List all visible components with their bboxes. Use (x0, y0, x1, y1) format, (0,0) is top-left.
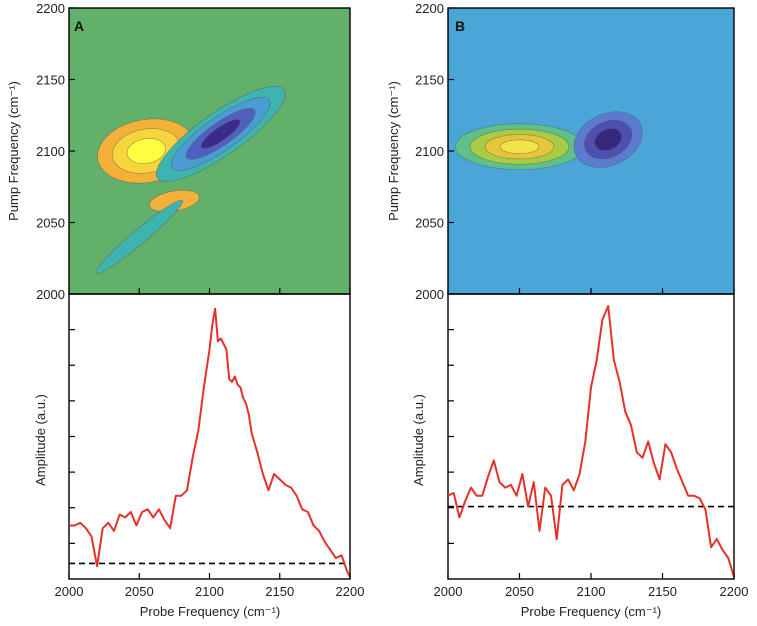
panel-letter-a: A (74, 18, 84, 34)
series-line-0 (447, 305, 735, 578)
series-line-0 (69, 307, 351, 578)
contour-level-negative-peak-1-3 (200, 119, 241, 149)
y-tick-label: 2100 (415, 144, 444, 159)
x-axis-title-b: Probe Frequency (cm⁻¹) (521, 604, 662, 619)
contour-level-negative-ridge-3-0 (95, 199, 183, 274)
x-tick-label: 2150 (648, 584, 677, 599)
contour-panel-b: B 2000 2050 2100 2150 2200 Pump Frequency (c… (386, 1, 735, 302)
x-tick-label: 2200 (336, 584, 365, 599)
x-tick-label: 2000 (55, 584, 84, 599)
y-tick-label: 2150 (415, 73, 444, 88)
contour-panel-a: A 2000 2050 2100 2150 2200 Pump Frequency (c… (6, 1, 351, 302)
x-tick-label: 2150 (265, 584, 294, 599)
x-tick-label: 2200 (720, 584, 749, 599)
x-tick-label: 2100 (577, 584, 606, 599)
y-tick-label: 2150 (36, 73, 65, 88)
y-axis-ticks-line-a (69, 329, 75, 544)
y-tick-label: 2200 (36, 1, 65, 16)
y-tick-label: 2050 (415, 216, 444, 231)
y-tick-label: 2100 (36, 144, 65, 159)
x-tick-label: 2000 (434, 584, 463, 599)
x-tick-label: 2050 (505, 584, 534, 599)
y-axis-ticks-a: 2000 2050 2100 2150 2200 (36, 1, 351, 302)
x-tick-label: 2100 (195, 584, 224, 599)
line-panel-a: 2000 2050 2100 2150 2200 Probe Frequency (cm… (33, 293, 365, 619)
y-axis-title-line-a: Amplitude (a.u.) (33, 394, 48, 486)
line-panel-b: 2000 2050 2100 2150 2200 Probe Frequency (cm… (411, 293, 749, 619)
x-axis-ticks-a: 2000 2050 2100 2150 2200 (55, 573, 365, 599)
contour-level-positive-peak-0-2 (126, 138, 166, 164)
y-axis-ticks-b: 2000 2050 2100 2150 2200 (415, 1, 735, 302)
contour-level-negative-peak-1-2 (594, 128, 622, 151)
x-tick-label: 2050 (125, 584, 154, 599)
x-axis-title-a: Probe Frequency (cm⁻¹) (140, 604, 281, 619)
y-axis-title-a: Pump Frequency (cm⁻¹) (6, 81, 21, 221)
y-tick-label: 2050 (36, 216, 65, 231)
y-axis-title-line-b: Amplitude (a.u.) (411, 394, 426, 486)
y-axis-title-b: Pump Frequency (cm⁻¹) (386, 81, 401, 221)
y-axis-ticks-line-b (448, 329, 454, 544)
y-tick-label: 2000 (415, 287, 444, 302)
y-tick-label: 2000 (36, 287, 65, 302)
panel-letter-b: B (455, 18, 465, 34)
contour-level-positive-peak-0-3 (499, 139, 540, 154)
y-tick-label: 2200 (415, 1, 444, 16)
x-axis-ticks-b: 2000 2050 2100 2150 2200 (434, 573, 749, 599)
